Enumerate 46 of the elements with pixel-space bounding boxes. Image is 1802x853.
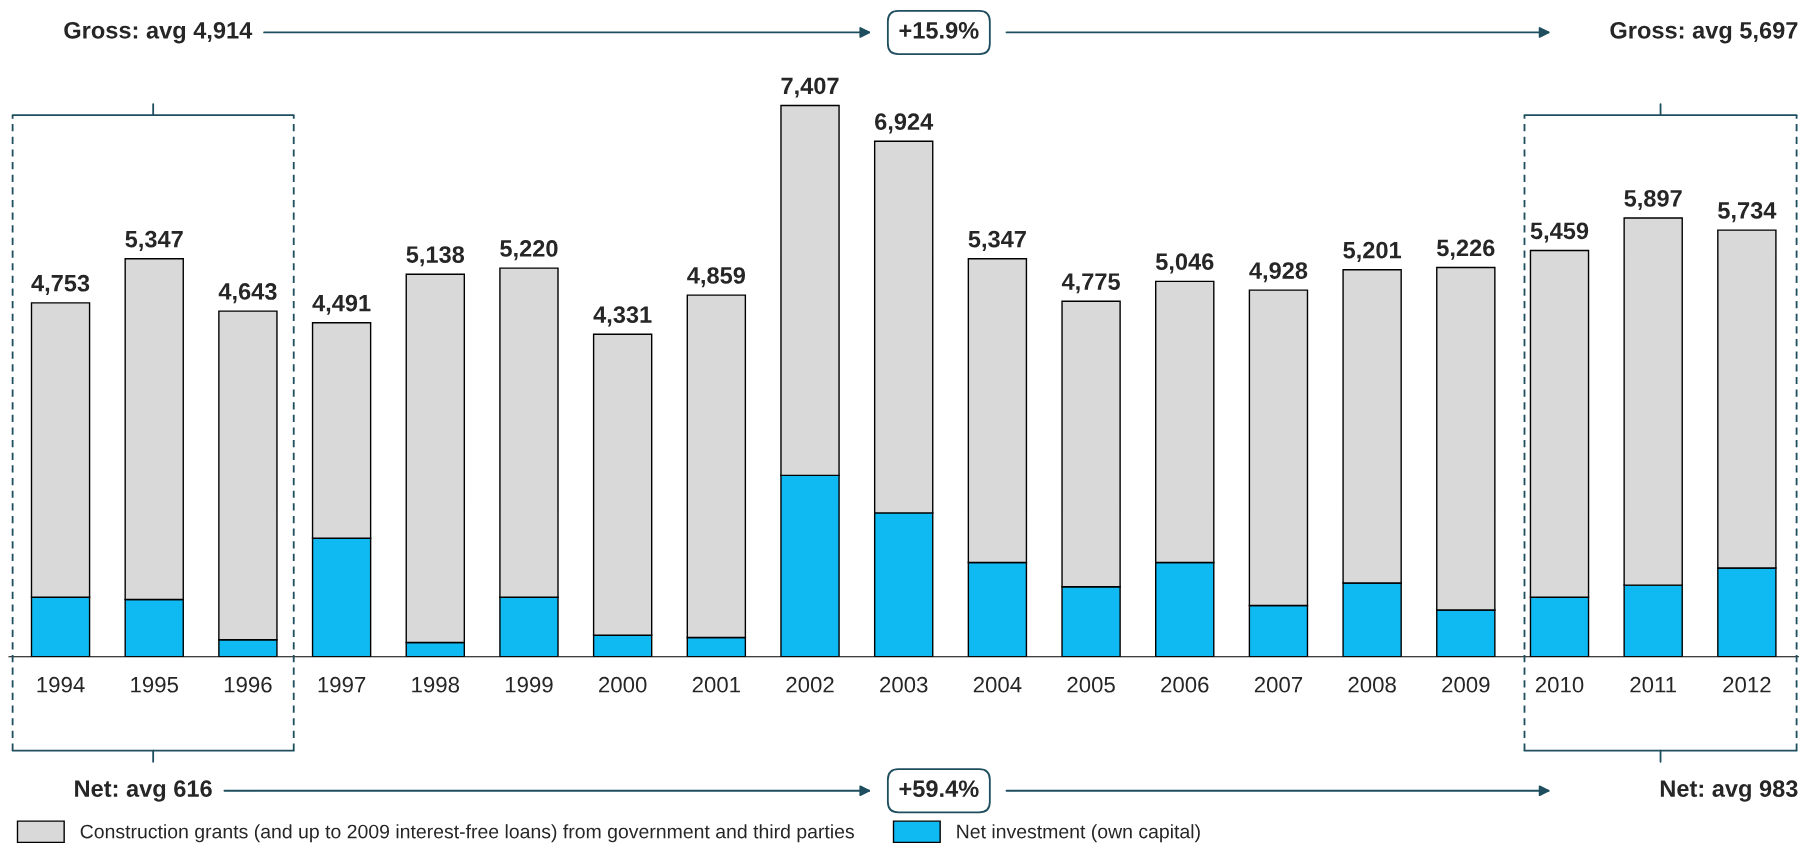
x-tick-label: 1997: [318, 676, 366, 693]
text: Net: avg 616: [75, 780, 212, 802]
x-tick-label: 2000: [599, 676, 647, 693]
annotation: 5,201: [1343, 241, 1402, 262]
annotation: 4,859: [687, 267, 745, 288]
x-tick-label: 1994: [37, 676, 85, 693]
x-tick-label: 2004: [973, 676, 1022, 693]
annotation: 4,491: [312, 294, 371, 315]
x-tick-label: 1995: [131, 676, 179, 693]
annotation: 5,897: [1624, 189, 1682, 211]
x-tick-label: 2012: [1723, 676, 1771, 693]
x-tick-label: 2011: [1630, 676, 1676, 693]
text: Gross: avg 5,697: [1610, 21, 1798, 44]
annotation: 4,928: [1249, 262, 1308, 283]
annotation: 5,226: [1437, 239, 1495, 260]
x-tick-label: 2005: [1067, 676, 1115, 693]
annotation: 5,459: [1530, 222, 1589, 243]
legend-label: Net investment (own capital): [957, 824, 1200, 843]
annotation: 4,753: [31, 274, 90, 295]
annotation: 6,924: [875, 113, 934, 134]
annotation: 5,220: [500, 240, 558, 261]
x-tick-label: 1996: [224, 676, 272, 693]
x-tick-label: 2009: [1442, 676, 1490, 693]
x-tick-label: 2007: [1254, 676, 1303, 693]
x-tick-label: 2001: [692, 676, 740, 693]
annotation: 5,734: [1718, 202, 1777, 223]
x-tick-label: 2008: [1348, 676, 1396, 693]
text: Net: avg 983: [1660, 780, 1798, 802]
x-tick-label: 2006: [1161, 676, 1209, 693]
text: +59.4%: [899, 780, 979, 798]
x-tick-label: 2002: [786, 676, 834, 693]
annotation: 5,347: [125, 230, 183, 251]
annotation: 7,407: [781, 77, 839, 98]
legend-label: Construction grants (and up to 2009 interest-free loans) from government and third parties: [80, 824, 854, 843]
x-tick-label: 1998: [412, 676, 460, 693]
x-tick-label: 2003: [880, 676, 928, 693]
annotation: 4,331: [593, 306, 652, 327]
annotation: 5,046: [1155, 253, 1214, 274]
x-tick-label: 1999: [505, 676, 553, 693]
annotation: 4,643: [218, 283, 277, 304]
annotation: 5,138: [406, 246, 465, 267]
text: +15.9%: [899, 22, 979, 39]
annotation: 5,347: [968, 230, 1026, 251]
annotation: 4,775: [1061, 273, 1120, 294]
text: Gross: avg 4,914: [64, 21, 253, 44]
x-tick-label: 2010: [1535, 676, 1584, 693]
